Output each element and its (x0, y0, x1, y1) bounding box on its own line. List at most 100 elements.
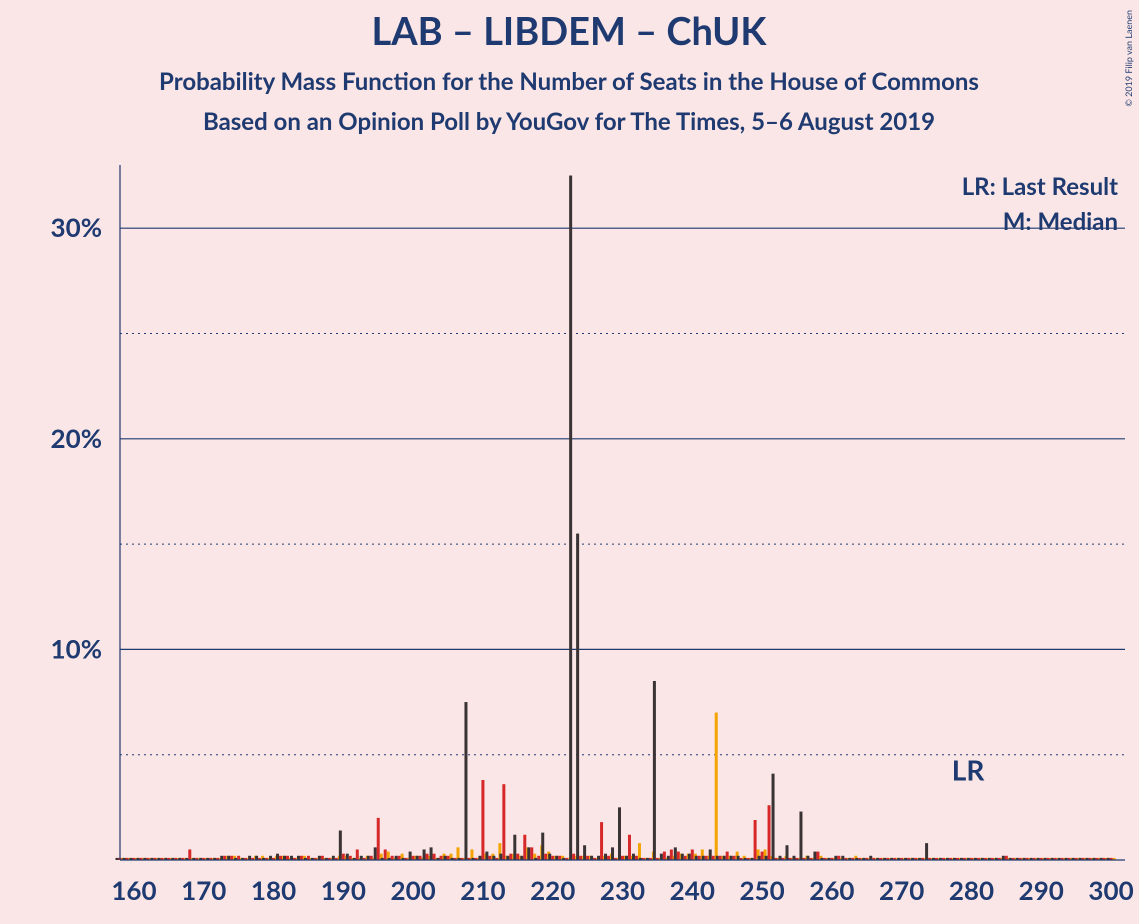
bar-red (579, 856, 582, 860)
bar-dark (834, 856, 837, 860)
bar-dark (478, 856, 481, 860)
bar-dark (360, 856, 363, 860)
bar-dark (318, 856, 321, 860)
bar-red (754, 820, 757, 860)
bar-dark (737, 856, 740, 860)
bar-red (684, 856, 687, 860)
bar-red (516, 854, 519, 860)
bar-dark (116, 858, 119, 860)
bar-red (635, 856, 638, 860)
bar-dark (367, 856, 370, 860)
bar-dark (611, 847, 614, 860)
bar-red (670, 849, 673, 860)
bar-dark (290, 856, 293, 860)
pmf-chart: LAB – LIBDEM – ChUK Probability Mass Fun… (0, 0, 1139, 924)
bar-red (537, 856, 540, 860)
bar-dark (813, 852, 816, 860)
bar-red (691, 849, 694, 860)
bar-red (447, 856, 450, 860)
bar-red (370, 856, 373, 860)
bar-dark (841, 856, 844, 860)
bar-red (488, 856, 491, 860)
bar-dark (255, 856, 258, 860)
bar-dark (792, 856, 795, 860)
bar-red (705, 856, 708, 860)
bar-dark (416, 856, 419, 860)
bar-dark (758, 856, 761, 860)
bar-dark (541, 833, 544, 860)
bar-dark (513, 835, 516, 860)
x-tick-label: 160 (111, 874, 156, 906)
bar-red (321, 856, 324, 860)
bar-dark (492, 856, 495, 860)
bar-dark (520, 856, 523, 860)
bar-red (663, 852, 666, 860)
bar-red (502, 784, 505, 860)
bar-red (377, 818, 380, 860)
bar-red (342, 854, 345, 860)
bar-red (307, 856, 310, 860)
bar-orange (638, 843, 641, 860)
bar-dark (430, 847, 433, 860)
bar-red (433, 854, 436, 860)
x-tick-label: 170 (181, 874, 226, 906)
bar-red (398, 856, 401, 860)
bar-dark (499, 854, 502, 860)
bar-red (481, 780, 484, 860)
x-tick-label: 270 (879, 874, 924, 906)
bar-red (391, 856, 394, 860)
legend-lr: LR: Last Result (962, 172, 1118, 201)
bar-red (572, 854, 575, 860)
bar-red (440, 856, 443, 860)
bar-dark (730, 856, 733, 860)
bar-dark (925, 843, 928, 860)
x-tick-label: 220 (530, 874, 575, 906)
lr-marker: LR (952, 753, 986, 787)
bar-dark (702, 856, 705, 860)
x-tick-label: 300 (1088, 874, 1133, 906)
bar-dark (618, 807, 621, 860)
bar-red (523, 835, 526, 860)
x-tick-label: 210 (460, 874, 505, 906)
bar-dark (653, 681, 656, 860)
bar-dark (1002, 856, 1005, 860)
bar-dark (423, 849, 426, 860)
bar-dark (583, 845, 586, 860)
bar-dark (779, 856, 782, 860)
bar-red (544, 854, 547, 860)
bar-red (300, 856, 303, 860)
bar-dark (590, 856, 593, 860)
bar-red (551, 856, 554, 860)
bar-red (384, 849, 387, 860)
bar-red (719, 856, 722, 860)
chart-title: LAB – LIBDEM – ChUK (372, 8, 768, 54)
bar-dark (555, 856, 558, 860)
bar-red (677, 852, 680, 860)
bar-dark (227, 856, 230, 860)
x-tick-label: 250 (739, 874, 784, 906)
x-tick-label: 230 (600, 874, 645, 906)
bar-red (223, 856, 226, 860)
bar-dark (772, 774, 775, 860)
bar-dark (709, 849, 712, 860)
bar-dark (339, 831, 342, 860)
lr-label: LR (952, 753, 986, 787)
bar-dark (695, 856, 698, 860)
gridlines (120, 228, 1125, 755)
bar-red (419, 856, 422, 860)
bar-dark (576, 534, 579, 860)
bar-dark (276, 854, 279, 860)
bar-red (712, 856, 715, 860)
chart-subtitle-1: Probability Mass Function for the Number… (159, 67, 979, 96)
bar-red (349, 856, 352, 860)
bar-dark (548, 854, 551, 860)
bar-red (768, 805, 771, 860)
bar-dark (395, 856, 398, 860)
bar-red (426, 854, 429, 860)
bar-red (530, 847, 533, 860)
x-tick-label: 240 (670, 874, 715, 906)
bar-red (621, 856, 624, 860)
bar-dark (506, 856, 509, 860)
chart-subtitle-2: Based on an Opinion Poll by YouGov for T… (203, 107, 935, 136)
bar-red (733, 856, 736, 860)
